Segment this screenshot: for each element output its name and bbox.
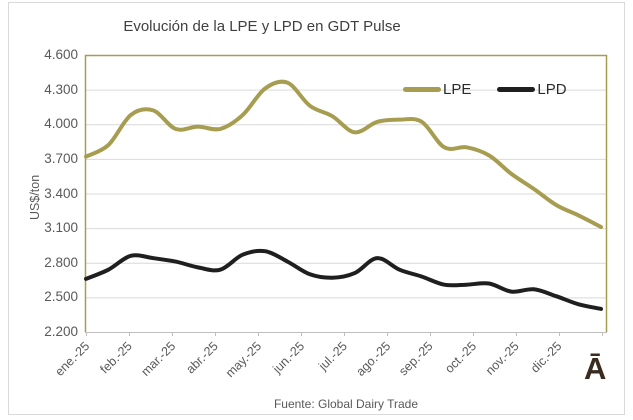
legend-swatch-lpe-icon [403,86,441,92]
source-text: Fuente: Global Dairy Trade [273,397,419,411]
legend-item-lpe: LPE [403,81,471,98]
lpe-line [84,79,603,229]
y-axis-tick-label: 2.800 [44,254,78,270]
lpd-line [84,248,603,311]
y-axis-tick-label: 4.600 [44,47,78,62]
y-axis-tick-label: 3.700 [44,150,78,166]
y-axis-tick-label: 4.000 [44,116,78,132]
y-axis-tick-label: 2.200 [44,324,78,339]
plot-border [84,54,608,332]
chart-frame [8,2,625,415]
legend: LPE LPD [403,80,567,98]
y-axis-tick-label: 3.400 [44,185,78,201]
y-axis-tick-label: 3.100 [44,220,78,236]
legend-label-lpe: LPE [443,80,472,98]
watermark-letter: Ā [584,351,607,386]
legend-label-lpd: LPD [537,80,567,98]
y-axis-tick-label: 4.300 [44,81,78,97]
y-axis-tick-label: 2.500 [44,289,78,305]
legend-swatch-lpd-icon [497,86,536,92]
chart-title: Evolución de la LPE y LPD en GDT Pulse [123,18,401,35]
legend-item-lpd: LPD [497,80,567,98]
